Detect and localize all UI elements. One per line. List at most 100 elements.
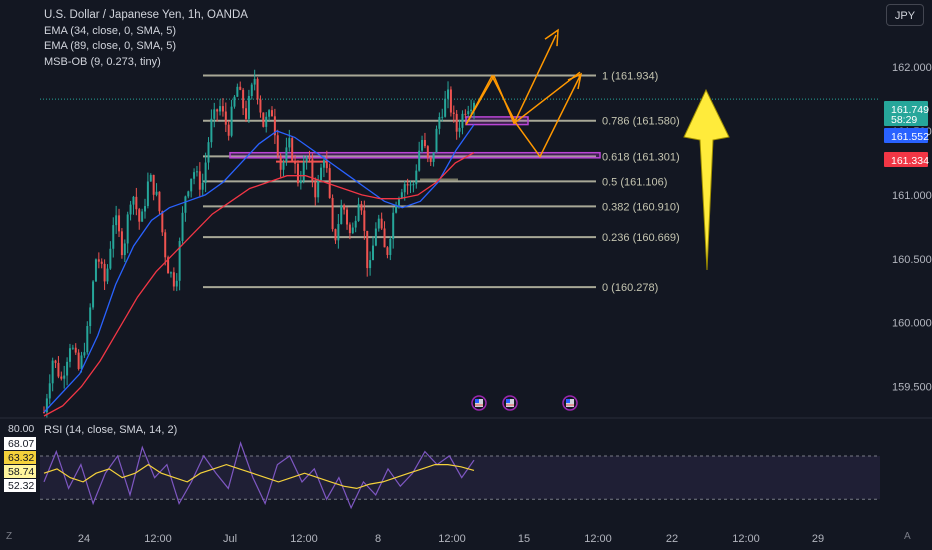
candle-body bbox=[190, 178, 193, 192]
fib-level-label: 0 (160.278) bbox=[602, 282, 658, 294]
candle-body bbox=[178, 241, 181, 281]
indicator-ema89[interactable]: EMA (89, close, 0, SMA, 5) bbox=[44, 40, 177, 52]
candle-body bbox=[473, 102, 475, 110]
candle-body bbox=[141, 211, 144, 222]
candle-body bbox=[397, 198, 400, 206]
x-tick-label: 24 bbox=[78, 533, 90, 545]
candle-body bbox=[458, 127, 461, 132]
candle-body bbox=[415, 170, 418, 185]
rsi-tick-bg bbox=[4, 437, 36, 450]
fib-level-label: 0.618 (161.301) bbox=[602, 151, 680, 163]
fib-level-label: 1 (161.934) bbox=[602, 71, 658, 83]
currency-button[interactable]: JPY bbox=[886, 4, 924, 26]
candle-body bbox=[175, 280, 178, 287]
candle-body bbox=[146, 181, 149, 207]
candle-body bbox=[262, 112, 265, 127]
candle-body bbox=[172, 272, 175, 287]
candle-body bbox=[461, 113, 464, 128]
candle-body bbox=[138, 209, 141, 222]
big-up-arrow bbox=[683, 88, 730, 271]
candle-body bbox=[207, 142, 210, 163]
fib-level-label: 0.5 (161.106) bbox=[602, 176, 667, 188]
price-label: 161.334 bbox=[891, 155, 929, 167]
candle-body bbox=[213, 109, 216, 119]
candle-body bbox=[291, 138, 294, 161]
candle-body bbox=[63, 375, 66, 379]
indicator-ema34[interactable]: EMA (34, close, 0, SMA, 5) bbox=[44, 24, 177, 37]
candle-body bbox=[181, 212, 184, 242]
candle-body bbox=[423, 139, 426, 147]
candle-body bbox=[412, 184, 415, 186]
candle-body bbox=[268, 110, 271, 117]
candle-body bbox=[337, 224, 340, 241]
candle-body bbox=[193, 172, 196, 179]
candle-body bbox=[120, 231, 123, 256]
candle-body bbox=[418, 150, 421, 171]
candle-body bbox=[161, 211, 164, 233]
candle-body bbox=[357, 203, 360, 221]
projection-path bbox=[465, 74, 581, 158]
candle-body bbox=[164, 232, 167, 258]
candle-body bbox=[374, 228, 377, 246]
candle-body bbox=[123, 243, 126, 256]
candle-body bbox=[467, 111, 470, 115]
candle-body bbox=[317, 180, 320, 198]
projection-path bbox=[513, 34, 557, 124]
candle-body bbox=[331, 197, 334, 230]
event-flag-icon bbox=[566, 399, 570, 403]
candle-body bbox=[464, 113, 467, 115]
candle-body bbox=[348, 224, 351, 234]
candle-body bbox=[354, 220, 357, 228]
y-tick-label: 160.000 bbox=[892, 318, 932, 330]
candle-body bbox=[135, 196, 138, 210]
candle-body bbox=[470, 109, 473, 112]
y-tick-label: 161.000 bbox=[892, 190, 932, 202]
candle-body bbox=[449, 89, 452, 113]
candle-body bbox=[242, 89, 245, 109]
candle-body bbox=[429, 157, 432, 162]
x-tick-label: 22 bbox=[666, 533, 678, 545]
rsi-tick-label: 68.07 bbox=[8, 438, 34, 450]
candle-body bbox=[305, 157, 308, 163]
candle-body bbox=[97, 259, 100, 262]
candle-body bbox=[383, 228, 386, 248]
rsi-band bbox=[40, 455, 880, 500]
candle-body bbox=[106, 268, 109, 282]
x-tick-label: 12:00 bbox=[732, 533, 760, 545]
candle-body bbox=[236, 86, 239, 97]
price-label-bg bbox=[884, 101, 928, 116]
price-label-bg bbox=[884, 152, 928, 167]
candle-body bbox=[43, 412, 45, 414]
y-tick-label: 162.000 bbox=[892, 62, 932, 74]
candle-body bbox=[328, 168, 331, 198]
ema34-line bbox=[43, 124, 475, 413]
y-tick-label: 160.500 bbox=[892, 254, 932, 266]
candle-body bbox=[94, 259, 97, 282]
candle-body bbox=[245, 108, 248, 119]
candle-body bbox=[66, 361, 69, 376]
candle-body bbox=[322, 160, 325, 168]
candle-body bbox=[325, 160, 328, 169]
candle-body bbox=[377, 218, 380, 229]
price-label: 161.749 bbox=[891, 104, 929, 116]
projection-arrowhead bbox=[567, 72, 583, 90]
ema89-line bbox=[43, 152, 475, 417]
candle-body bbox=[340, 205, 343, 225]
candle-body bbox=[273, 116, 276, 136]
candle-body bbox=[253, 78, 256, 85]
candle-body bbox=[45, 398, 48, 413]
candle-body bbox=[360, 203, 363, 211]
fib-level-label: 0.236 (160.669) bbox=[602, 232, 680, 244]
candle-body bbox=[279, 155, 282, 170]
rsi-legend[interactable]: RSI (14, close, SMA, 14, 2) bbox=[44, 424, 178, 436]
indicator-msb-ob[interactable]: MSB-OB (9, 0.273, tiny) bbox=[44, 55, 161, 68]
timezone-icon[interactable]: Z bbox=[6, 531, 13, 542]
candle-body bbox=[452, 112, 455, 114]
rsi-line bbox=[43, 440, 475, 510]
rsi-tick-label: 52.32 bbox=[8, 480, 34, 492]
candle-body bbox=[270, 110, 273, 117]
candle-body bbox=[167, 257, 170, 274]
auto-scale-button[interactable]: A bbox=[904, 531, 911, 542]
candle-body bbox=[371, 245, 374, 261]
